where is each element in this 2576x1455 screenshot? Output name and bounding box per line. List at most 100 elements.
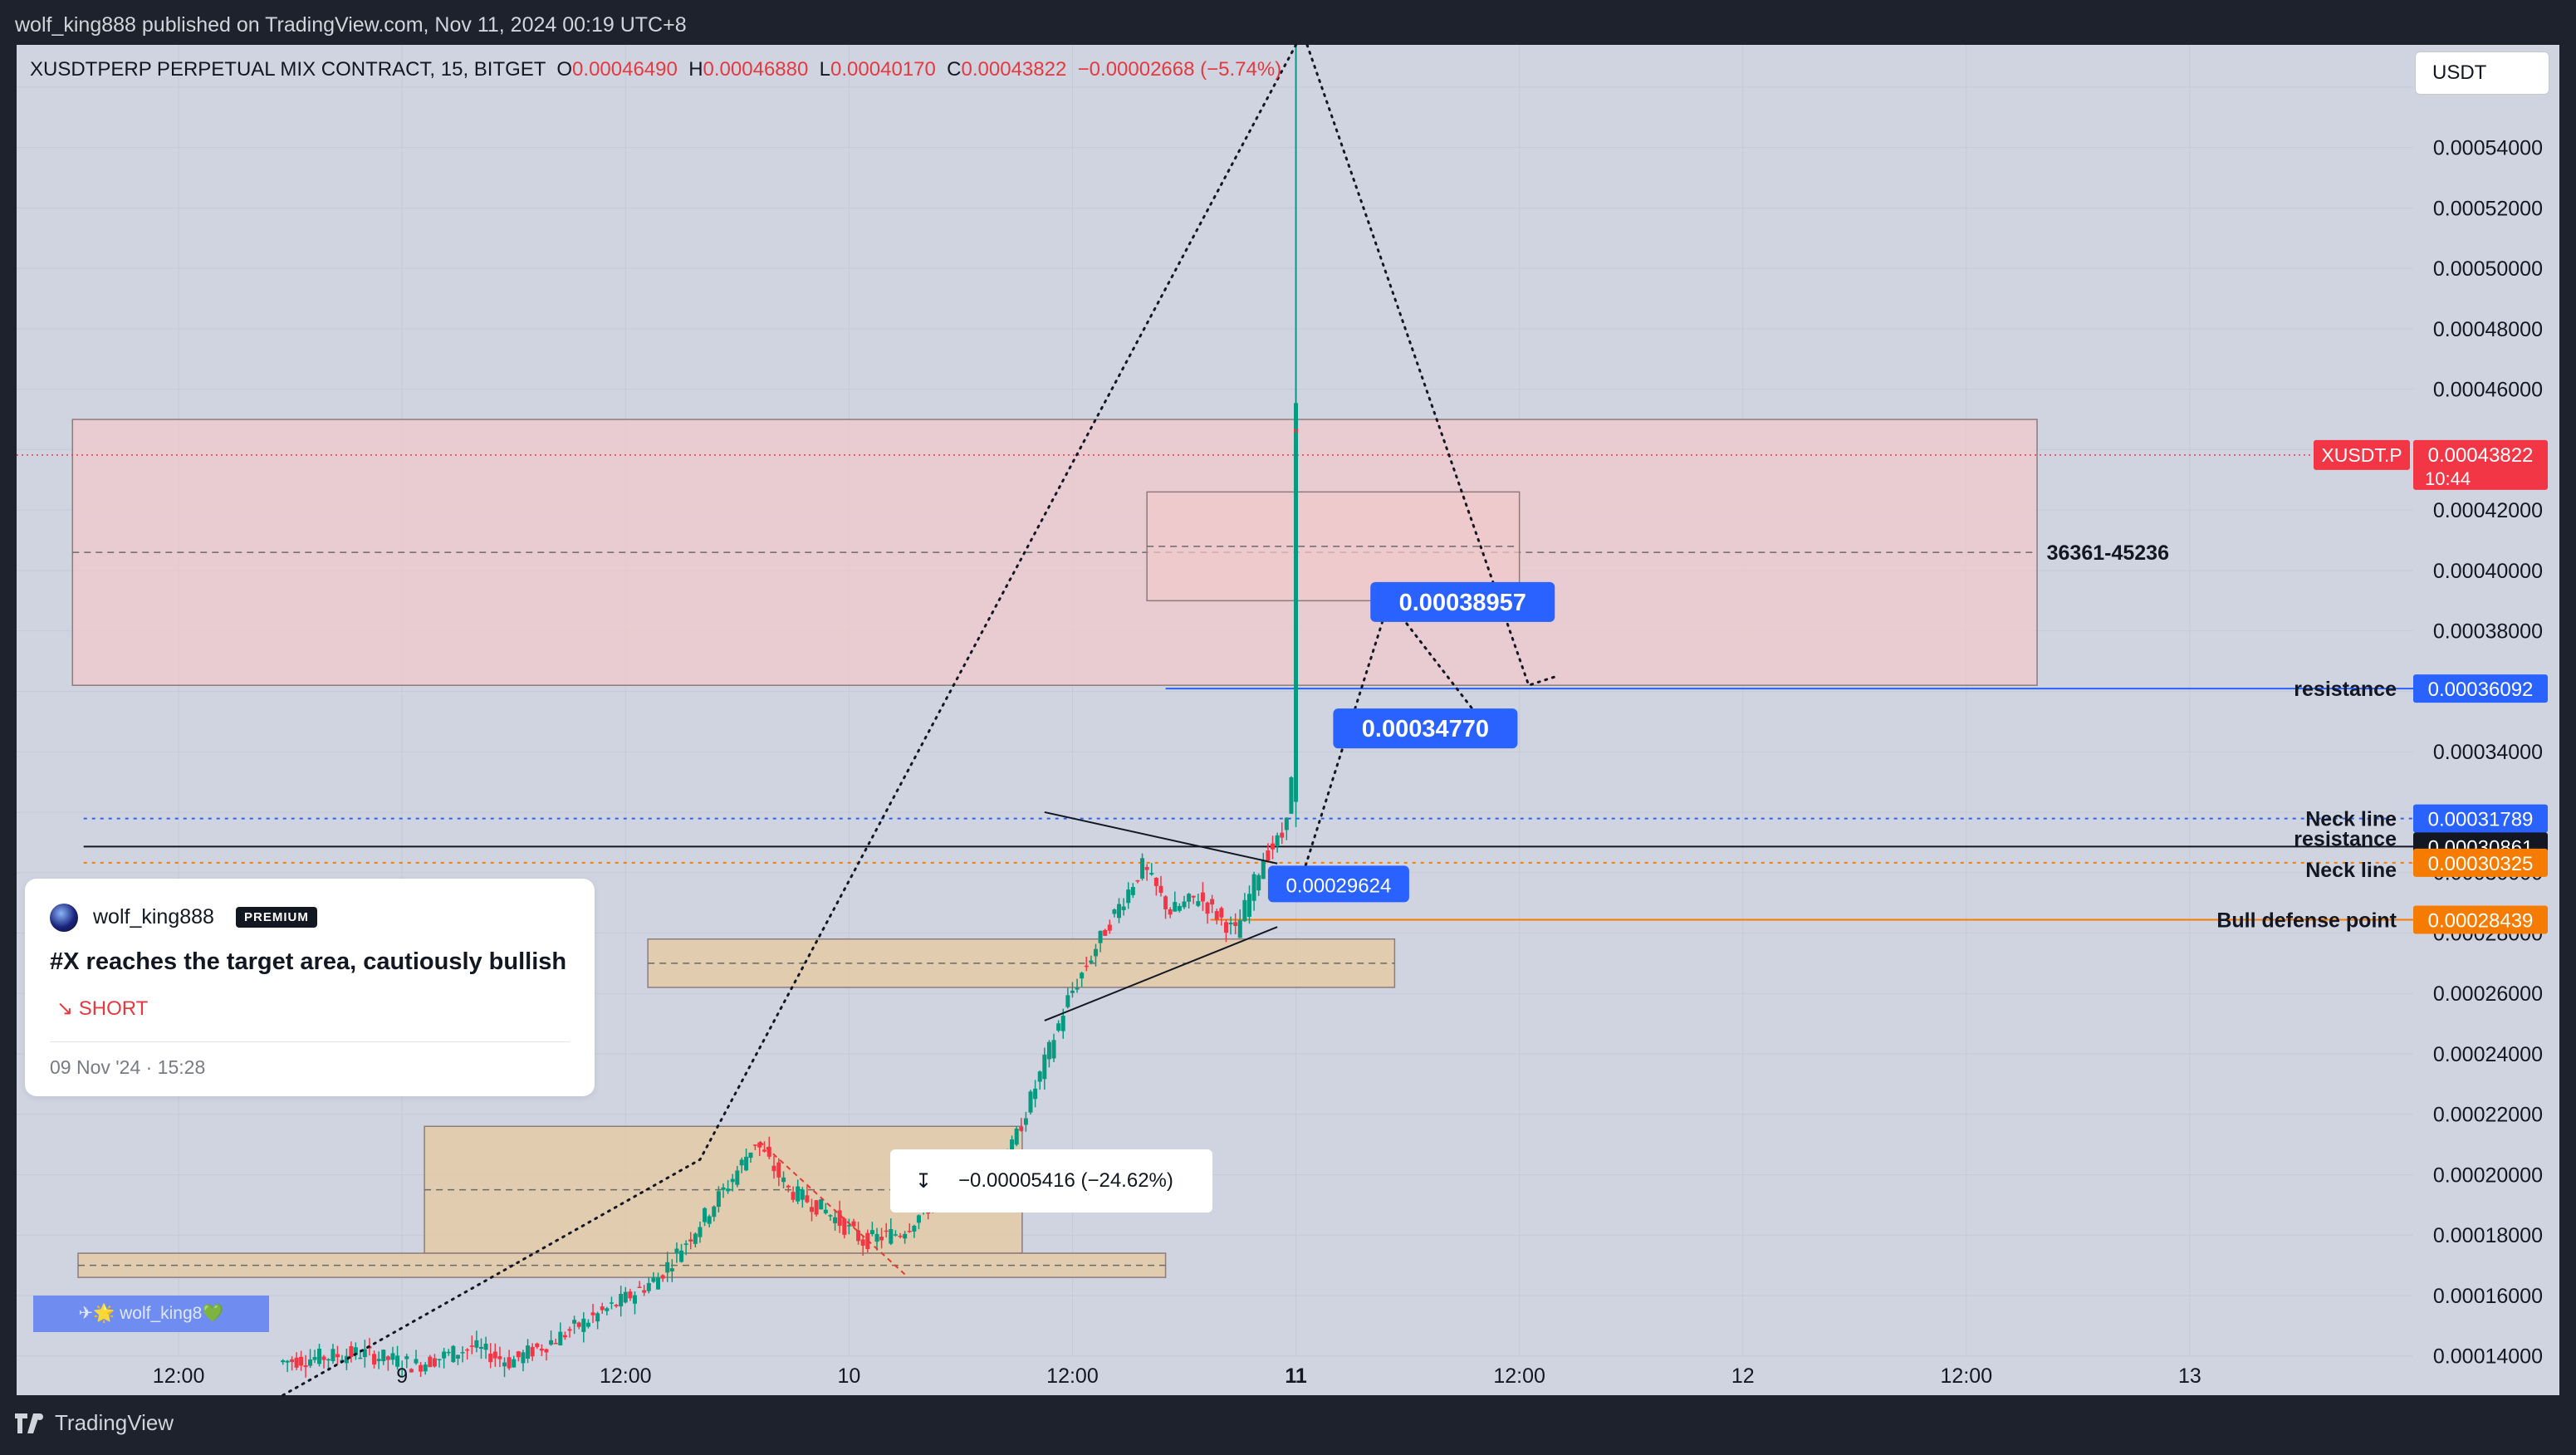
candle-body [842,1218,847,1235]
callout-label: 0.00038957 [1399,590,1526,616]
measure-text: −0.00005416 (−24.62%) [958,1169,1173,1192]
callout-bg [1370,581,1555,622]
candle-body [846,1225,851,1227]
candle-body [744,1156,749,1171]
candle-body [390,1353,395,1360]
idea-title[interactable]: #X reaches the target area, cautiously b… [50,948,567,975]
level-name: resistance [2294,827,2397,850]
candle-body [833,1217,838,1223]
callout-label: 0.00034770 [1362,716,1489,742]
candle-body [460,1352,465,1354]
candle-body [507,1357,512,1369]
candle-body [317,1348,322,1364]
candle-body [726,1188,731,1192]
candle-body [1251,874,1256,901]
candle-body [381,1350,386,1362]
candle-body [1200,892,1205,902]
candle-body [1149,873,1154,874]
candle-body [502,1362,507,1367]
y-tick-label: 0.00038000 [2433,620,2543,644]
price-tag-bg [2413,905,2548,934]
candle-body [474,1340,479,1348]
level-name: Bull defense point [2216,909,2397,932]
level-name: Neck line [2305,859,2397,882]
y-tick-label: 0.00050000 [2433,257,2543,281]
idea-author[interactable]: wolf_king888 [93,905,214,928]
candle-body [786,1185,791,1188]
candle-body [590,1312,595,1315]
candle-body [442,1351,447,1359]
candle-body [1089,960,1094,963]
candle-body [428,1356,433,1368]
high-label: H [688,58,703,81]
x-tick-label: 12:00 [1046,1364,1099,1388]
candle-body [628,1291,633,1299]
candle-body [1080,972,1085,979]
candle-body [303,1365,308,1368]
candle-body [642,1290,647,1293]
tradingview-logo-icon [15,1413,43,1433]
candle-body [1117,904,1122,919]
candle-body [294,1357,299,1368]
candle-body [1223,922,1228,933]
price-tag-bg [2413,674,2548,703]
candle-body [1163,896,1168,909]
candle-body [712,1206,717,1217]
candle-body [1158,885,1163,893]
candle-body [488,1353,493,1363]
candle-body [1256,874,1261,891]
last-price-tag-bg [2413,439,2548,490]
price-tag: 0.00028439 [2428,909,2534,932]
candle-body [299,1356,304,1366]
candle-body [455,1355,460,1359]
candle-body [805,1195,810,1203]
candle-body [521,1352,526,1364]
candle-body [889,1229,894,1244]
idea-card[interactable]: wolf_king888 PREMIUM #X reaches the targ… [25,879,595,1096]
candle-body [1219,908,1224,918]
candle-body [372,1354,377,1365]
candle-body [432,1358,437,1367]
currency-selector[interactable]: USDT [2415,51,2549,95]
candle-body [1153,878,1158,886]
x-tick-label: 13 [2178,1364,2201,1388]
candle-body [1266,850,1271,861]
candle-body [752,1144,757,1146]
candle-body [776,1162,781,1178]
candle-body [1140,858,1145,879]
close-label: C [947,58,962,81]
candle-body [665,1261,670,1273]
candle-body [609,1302,614,1304]
candle-body [1144,866,1149,870]
candle-body [1271,843,1276,850]
candle-body [567,1329,572,1331]
candle-body [497,1356,502,1359]
candle-body [619,1294,624,1307]
candle-body [1182,901,1187,908]
candle-body [893,1234,898,1236]
candle-body [562,1335,567,1338]
low-value: 0.00040170 [830,58,936,81]
candle-body [281,1360,286,1363]
x-tick-label: 11 [1285,1364,1307,1388]
tradingview-branding[interactable]: TradingView [15,1410,174,1436]
candle-body [632,1295,637,1304]
candle-body [1246,894,1251,917]
candle-body [903,1233,908,1239]
y-tick-label: 0.00042000 [2433,499,2543,522]
candle-body [1173,902,1178,912]
candle-body [437,1359,442,1360]
candle-body [707,1216,712,1224]
idea-date: 09 Nov '24 · 15:28 [50,1056,206,1078]
candle-body [1177,906,1182,911]
candle-body [399,1368,404,1370]
candle-body [1289,777,1294,814]
candle-body [1107,924,1112,931]
zone-label: 36361-45236 [2047,541,2169,565]
avatar [50,904,78,932]
candle-body [419,1364,424,1372]
symbol-title: XUSDTPERP PERPETUAL MIX CONTRACT, 15, BI… [30,58,546,81]
candle-body [837,1210,842,1227]
callout-bg [1267,865,1409,903]
